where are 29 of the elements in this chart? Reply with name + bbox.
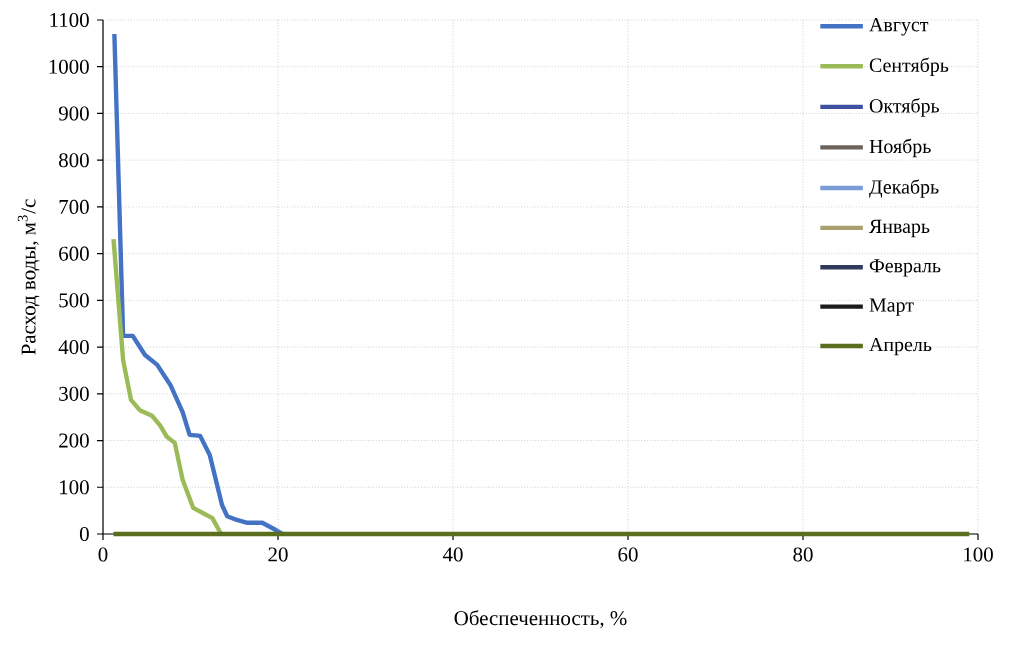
legend-label: Декабрь	[869, 179, 939, 198]
x-tick-label: 40	[442, 547, 463, 562]
x-tick-label: 0	[98, 547, 108, 562]
y-tick-label: 800	[59, 153, 89, 168]
y-tick-label: 600	[59, 246, 89, 261]
legend-label: Ноябрь	[869, 138, 931, 158]
legend-label: Август	[869, 18, 929, 36]
legend-label: Март	[869, 298, 914, 316]
y-tick-label: 1100	[50, 12, 89, 28]
x-axis-title: Обеспеченность, %	[454, 610, 627, 629]
y-tick-label: 500	[59, 293, 89, 308]
x-tick-label: 60	[618, 547, 638, 562]
y-axis-title: Расход воды, м$^{3}$/с	[17, 199, 40, 355]
y-tick-label: 400	[58, 340, 89, 355]
legend-label: Сентябрь	[869, 57, 949, 77]
y-tick-label: 700	[59, 199, 89, 214]
y-tick-label: 200	[59, 433, 89, 448]
legend-label: Февраль	[869, 259, 941, 277]
y-tick-label: 100	[60, 480, 89, 495]
x-tick-label: 100	[964, 547, 993, 562]
legend-label: Апрель	[869, 337, 932, 356]
y-tick-label: 900	[58, 106, 89, 121]
y-tick-label: 1000	[49, 59, 89, 74]
y-tick-label: 0	[79, 526, 89, 542]
legend-label: Январь	[869, 219, 930, 238]
x-tick-label: 20	[268, 547, 288, 562]
y-tick-label: 300	[59, 386, 89, 401]
legend-label: Октябрь	[869, 98, 940, 117]
x-tick-label: 80	[793, 547, 813, 562]
